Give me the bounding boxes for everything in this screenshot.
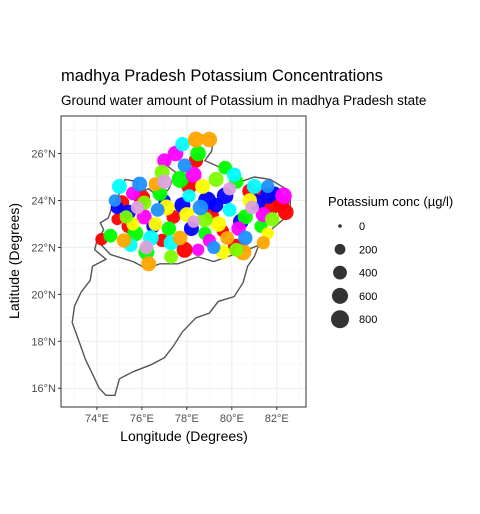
x-tick-label: 74°E bbox=[85, 413, 109, 425]
data-point bbox=[191, 243, 205, 256]
legend-items: 0 200 400 600 800 bbox=[331, 221, 377, 329]
data-point bbox=[187, 131, 204, 148]
data-point bbox=[176, 241, 193, 258]
data-points bbox=[95, 131, 294, 272]
chart-title: madhya Pradesh Potassium Concentrations bbox=[61, 67, 383, 85]
data-point bbox=[229, 242, 244, 257]
data-point bbox=[103, 228, 118, 243]
data-point bbox=[226, 167, 242, 182]
data-point bbox=[245, 200, 259, 215]
data-point bbox=[108, 194, 122, 207]
data-point bbox=[207, 240, 221, 254]
data-point bbox=[119, 210, 133, 224]
data-point bbox=[197, 211, 213, 228]
legend-label: 600 bbox=[359, 291, 377, 303]
data-point bbox=[148, 217, 163, 231]
data-point bbox=[175, 137, 190, 152]
data-point bbox=[192, 199, 209, 216]
data-point bbox=[278, 204, 294, 220]
data-point bbox=[161, 221, 177, 236]
data-point bbox=[208, 171, 224, 187]
y-tick-label: 20°N bbox=[31, 289, 56, 301]
legend-key bbox=[333, 265, 347, 280]
panel-border bbox=[60, 115, 307, 408]
legend-label: 800 bbox=[359, 314, 377, 326]
data-point bbox=[210, 216, 227, 232]
data-point bbox=[164, 249, 179, 264]
y-tick-label: 24°N bbox=[31, 195, 56, 207]
data-point bbox=[275, 187, 292, 205]
x-tick-label: 80°E bbox=[220, 413, 244, 425]
data-point bbox=[172, 230, 188, 246]
data-point bbox=[238, 230, 253, 246]
legend-label: 400 bbox=[359, 268, 377, 280]
plot-panel bbox=[60, 115, 307, 408]
data-point bbox=[171, 170, 189, 188]
data-point bbox=[185, 166, 202, 183]
data-point bbox=[141, 256, 157, 272]
x-axis: 74°E 76°E 78°E 80°E 82°E bbox=[85, 407, 289, 425]
data-point bbox=[132, 176, 148, 192]
legend-key bbox=[338, 224, 342, 228]
data-point bbox=[223, 182, 237, 196]
data-point bbox=[187, 215, 200, 228]
data-point bbox=[157, 174, 172, 189]
data-point bbox=[182, 189, 196, 203]
legend-key bbox=[331, 310, 349, 329]
y-tick-label: 18°N bbox=[31, 336, 56, 348]
data-point bbox=[111, 178, 127, 194]
y-axis-title: Latitude (Degrees) bbox=[6, 203, 22, 319]
data-point bbox=[195, 178, 211, 194]
data-point bbox=[190, 145, 206, 162]
y-tick-label: 26°N bbox=[31, 149, 56, 161]
y-axis: 16°N 18°N 20°N 22°N 24°N 26°N bbox=[31, 149, 61, 395]
x-axis-title: Longitude (Degrees) bbox=[120, 428, 248, 444]
data-point bbox=[222, 203, 237, 217]
x-tick-label: 82°E bbox=[265, 413, 289, 425]
data-point bbox=[157, 153, 172, 168]
data-point bbox=[116, 233, 132, 248]
chart-subtitle: Ground water amount of Potassium in madh… bbox=[61, 93, 426, 108]
data-point bbox=[261, 179, 275, 193]
data-point bbox=[246, 178, 262, 194]
data-point bbox=[201, 131, 218, 148]
data-point bbox=[256, 236, 270, 250]
data-point bbox=[177, 158, 192, 173]
data-point bbox=[150, 203, 165, 217]
y-tick-label: 16°N bbox=[31, 383, 56, 395]
legend-key bbox=[332, 287, 348, 304]
legend-key bbox=[334, 243, 346, 255]
data-point bbox=[265, 212, 280, 227]
x-tick-label: 76°E bbox=[130, 413, 154, 425]
neighbor-boundary bbox=[71, 240, 260, 396]
legend-label: 200 bbox=[359, 244, 377, 256]
legend: Potassium conc (µg/l) 0 200 400 600 800 bbox=[328, 194, 453, 329]
x-tick-label: 78°E bbox=[175, 413, 199, 425]
data-point bbox=[139, 240, 154, 255]
legend-label: 0 bbox=[359, 221, 365, 233]
legend-title: Potassium conc (µg/l) bbox=[328, 194, 453, 209]
y-tick-label: 22°N bbox=[31, 242, 56, 254]
data-point bbox=[220, 231, 235, 245]
data-point bbox=[130, 200, 144, 215]
